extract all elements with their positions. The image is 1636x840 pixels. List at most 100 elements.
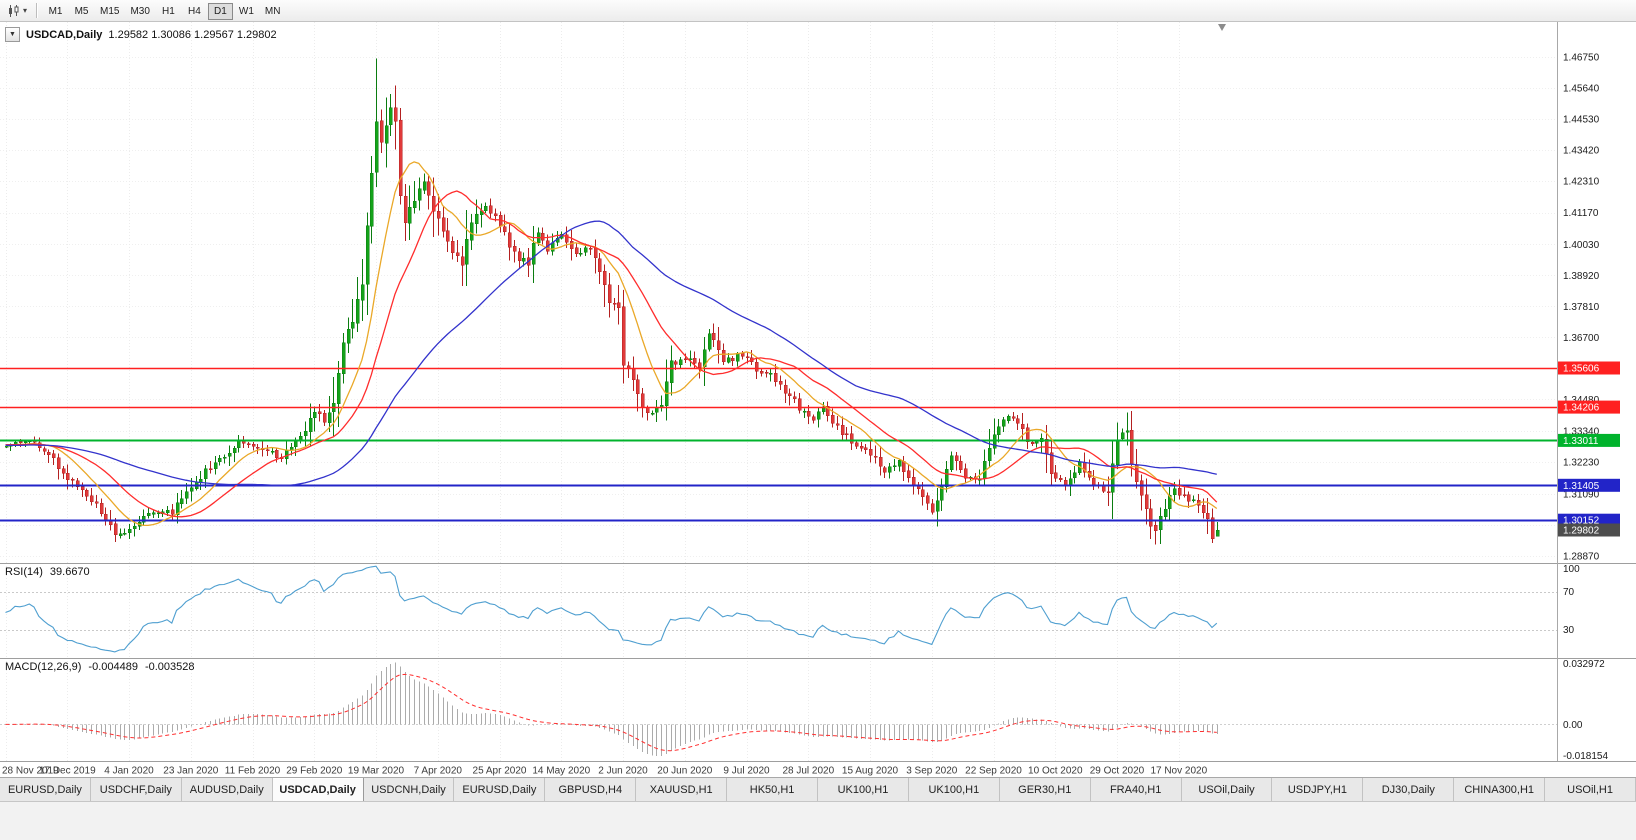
date-axis-label: 3 Sep 2020 [906,766,958,777]
bottom-filler [0,801,1636,840]
price-axis-label: 1.40030 [1563,240,1600,251]
rsi-axis-label: 30 [1563,625,1575,636]
timeframe-button-M15[interactable]: M15 [95,3,124,20]
date-axis-label: 10 Oct 2020 [1028,766,1083,777]
macd-value-signal: -0.003528 [144,661,195,673]
price-line-badge-label: 1.30152 [1563,516,1600,527]
price-line-badge-label: 1.35606 [1563,364,1600,375]
chart-title: ▼ USDCAD,Daily 1.29582 1.30086 1.29567 1… [5,27,277,42]
chart-tab-uk100-h1[interactable]: UK100,H1 [908,778,1000,801]
chart-tab-fra40-h1[interactable]: FRA40,H1 [1090,778,1182,801]
rsi-axis-label: 100 [1563,564,1580,575]
macd-indicator-panel[interactable]: 0.032972 0.00 -0.018154 MACD(12,26,9) -0.0… [0,658,1636,761]
chart-tab-eurusd-daily[interactable]: EURUSD,Daily [454,778,546,801]
chart-tab-usdcad-daily[interactable]: USDCAD,Daily [272,778,364,801]
moving-average-lines [5,161,1218,527]
rsi-label: RSI(14) 39.6670 [5,566,90,578]
price-axis-label: 1.36700 [1563,333,1600,344]
price-axis-label: 1.38920 [1563,271,1600,282]
date-axis-label: 23 Jan 2020 [163,766,218,777]
chevron-down-icon: ▼ [9,31,16,38]
price-axis-label: 1.32230 [1563,458,1600,469]
price-axis-label: 1.41170 [1563,208,1599,219]
chart-tab-bar: EURUSD,Daily USDCHF,Daily AUDUSD,Daily USDC… [0,777,1636,801]
timeframe-button-D1[interactable]: D1 [207,3,233,20]
candlestick-chart-icon [9,4,19,17]
timeframe-button-M5[interactable]: M5 [69,3,94,20]
chart-tab-usdcnh-daily[interactable]: USDCNH,Daily [363,778,455,801]
timeframe-button-M30[interactable]: M30 [125,3,154,20]
toolbar-separator [36,3,39,18]
grid [0,22,1557,563]
timeframe-button-H4[interactable]: H4 [182,3,207,20]
price-axis-label: 1.46750 [1563,52,1600,63]
chart-tab-china300-h1[interactable]: CHINA300,H1 [1454,778,1546,801]
price-line-badge-label: 1.29802 [1563,526,1600,537]
chart-tab-uk100-h1[interactable]: UK100,H1 [818,778,909,801]
date-axis-label: 28 Nov 2019 [2,766,59,777]
rsi-value: 39.6670 [49,566,90,578]
price-axis-label: 1.43420 [1563,145,1600,156]
chevron-down-icon: ▾ [23,5,28,15]
price-line-badge-label: 1.34206 [1563,403,1600,414]
rsi-line [5,565,1218,653]
price-axis-label: 1.34480 [1563,395,1600,406]
date-axis-label: 22 Sep 2020 [965,766,1022,777]
chart-tab-eurusd-daily[interactable]: EURUSD,Daily [0,778,91,801]
price-axis-label: 1.33340 [1563,427,1600,438]
date-axis-label: 25 Apr 2020 [473,766,527,777]
price-axis-label: 1.31090 [1563,490,1600,501]
date-axis-label: 4 Jan 2020 [104,766,154,777]
price-line-badge [1558,523,1620,537]
macd-value-main: -0.004489 [88,661,138,673]
chart-tab-ger30-h1[interactable]: GER30,H1 [999,778,1091,801]
price-line-badge-label: 1.31405 [1563,481,1600,492]
chart-tab-dj30-daily[interactable]: DJ30,Daily [1363,778,1455,801]
price-axis-label: 1.37810 [1563,302,1600,313]
toolbar: ▾ M1 M5 M15 M30 H1 H4 D1 W1 MN [0,0,1636,22]
price-line-badge [1558,361,1620,375]
chart-tab-hk50-h1[interactable]: HK50,H1 [727,778,819,801]
timeframe-button-MN[interactable]: MN [260,3,286,20]
chart-tab-usoil-h1[interactable]: USOil,H1 [1545,778,1636,801]
time-axis[interactable]: 28 Nov 2019 17 Dec 2019 4 Jan 2020 23 Jan 2… [0,761,1636,777]
date-axis-label: 11 Feb 2020 [225,766,281,777]
date-axis-label: 29 Feb 2020 [286,766,343,777]
macd-axis-label: -0.018154 [1563,751,1608,761]
timeframe-button-W1[interactable]: W1 [234,3,259,20]
price-axis-label: 1.42310 [1563,176,1600,187]
macd-name: MACD(12,26,9) [5,661,82,673]
price-axis-label: 1.45640 [1563,83,1600,94]
date-axis-label: 28 Jul 2020 [782,766,834,777]
one-click-trading-toggle[interactable]: ▼ [5,27,20,42]
price-chart-panel[interactable]: 1.46750 1.45640 1.44530 1.43420 1.42310 1.411… [0,22,1636,563]
candles [4,58,1220,545]
macd-histogram [6,662,1218,756]
chart-tab-gbpusd-h4[interactable]: GBPUSD,H4 [545,778,637,801]
chart-tab-xauusd-h1[interactable]: XAUUSD,H1 [636,778,728,801]
price-line-badge-label: 1.33011 [1563,436,1599,447]
chart-tab-usoil-daily[interactable]: USOil,Daily [1181,778,1273,801]
price-axis[interactable]: 1.46750 1.45640 1.44530 1.43420 1.42310 1.411… [1557,22,1621,563]
chart-ohlc-values: 1.29582 1.30086 1.29567 1.29802 [108,28,277,41]
horizontal-price-lines[interactable] [0,367,1557,522]
macd-signal-line [5,673,1217,752]
rsi-indicator-panel[interactable]: 100 70 30 RSI(14) 39.6670 [0,563,1636,658]
price-line-badge [1558,400,1620,414]
timeframe-button-M1[interactable]: M1 [43,3,68,20]
date-axis-label: 7 Apr 2020 [414,766,463,777]
chart-tab-audusd-daily[interactable]: AUDUSD,Daily [181,778,273,801]
chart-tab-usdjpy-h1[interactable]: USDJPY,H1 [1272,778,1364,801]
date-axis-label: 14 May 2020 [532,766,590,777]
macd-label: MACD(12,26,9) -0.004489 -0.003528 [5,661,195,673]
macd-axis-label: 0.032972 [1563,659,1605,670]
chart-type-button[interactable]: ▾ [3,2,31,20]
chart-tab-usdchf-daily[interactable]: USDCHF,Daily [90,778,182,801]
date-axis-label: 15 Aug 2020 [842,766,899,777]
chart-shift-marker-icon[interactable] [1218,24,1226,31]
macd-axis-label: 0.00 [1563,720,1583,731]
timeframe-button-H1[interactable]: H1 [156,3,181,20]
price-line-badge [1558,513,1620,527]
price-line-badge [1558,433,1620,447]
